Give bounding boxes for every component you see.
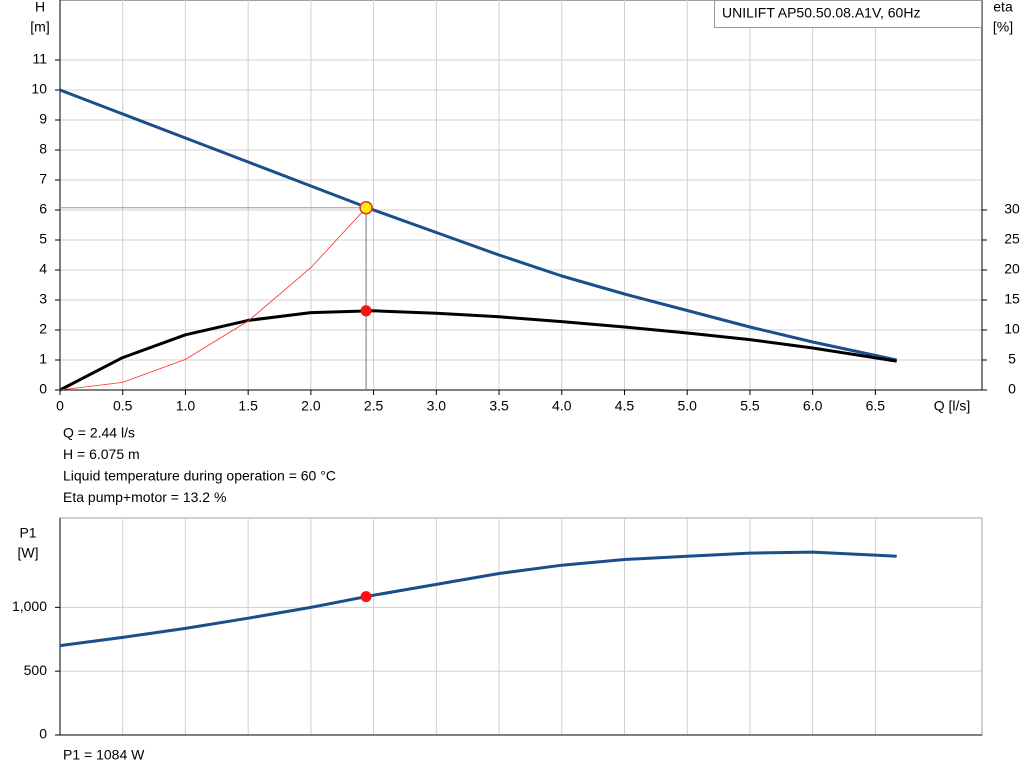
y-tick-label: 10 — [31, 81, 47, 97]
x-tick-label: 1.5 — [238, 398, 258, 414]
chart-title: UNILIFT AP50.50.08.A1V, 60Hz — [722, 5, 920, 21]
y-tick-label: 2 — [39, 321, 47, 337]
x-tick-label: 2.0 — [301, 398, 321, 414]
x-tick-label: 5.5 — [740, 398, 760, 414]
y-tick-label: 0 — [39, 726, 47, 742]
y2-tick-label: 5 — [1008, 351, 1016, 367]
y-tick-label: 4 — [39, 261, 47, 277]
x-tick-label: 3.0 — [427, 398, 447, 414]
x-tick-label: 4.5 — [615, 398, 635, 414]
annotation: Eta pump+motor = 13.2 % — [63, 489, 226, 505]
y-tick-label: 11 — [32, 51, 47, 67]
x-tick-label: 0 — [56, 398, 64, 414]
x-tick-label: 4.0 — [552, 398, 572, 414]
title-box — [714, 0, 982, 28]
y-axis-label: H — [35, 0, 45, 15]
y2-tick-label: 10 — [1004, 321, 1020, 337]
operating-point — [360, 591, 372, 603]
y2-tick-label: 20 — [1004, 261, 1020, 277]
y-tick-label: 6 — [39, 201, 47, 217]
x-tick-label: 3.5 — [489, 398, 509, 414]
y-tick-label: 500 — [24, 662, 48, 678]
curve — [59, 550, 897, 648]
x-tick-label: 6.5 — [866, 398, 886, 414]
annotation: H = 6.075 m — [63, 446, 140, 462]
x-tick-label: 5.0 — [677, 398, 697, 414]
operating-point — [359, 201, 373, 215]
y-tick-label: 0 — [39, 381, 47, 397]
plot-frame — [59, 0, 983, 391]
y-tick-label: 1,000 — [12, 598, 47, 614]
y2-tick-label: 15 — [1004, 291, 1020, 307]
y2-axis-label: [%] — [993, 19, 1013, 35]
y2-axis-label: eta — [993, 0, 1013, 15]
x-tick-label: 2.5 — [364, 398, 384, 414]
annotation: Liquid temperature during operation = 60… — [63, 468, 336, 484]
annotation: P1 = 1084 W — [63, 747, 145, 763]
y-tick-label: 1 — [39, 351, 47, 367]
x-tick-label: 1.0 — [176, 398, 196, 414]
y-tick-label: 7 — [39, 171, 47, 187]
curve — [59, 88, 898, 362]
y2-tick-label: 30 — [1004, 201, 1020, 217]
y-tick-label: 8 — [39, 141, 47, 157]
x-axis-label: Q [l/s] — [934, 398, 971, 414]
operating-point — [360, 305, 372, 317]
system-curve — [59, 207, 367, 391]
y2-tick-label: 25 — [1004, 231, 1020, 247]
y2-tick-label: 0 — [1008, 381, 1016, 397]
y-tick-label: 5 — [39, 231, 47, 247]
y-axis-label: [W] — [18, 545, 39, 561]
x-tick-label: 6.0 — [803, 398, 823, 414]
annotation: Q = 2.44 l/s — [63, 425, 135, 441]
x-tick-label: 0.5 — [113, 398, 133, 414]
curve — [59, 309, 897, 392]
y-axis-label: [m] — [30, 19, 49, 35]
y-tick-label: 3 — [39, 291, 47, 307]
y-axis-label: P1 — [19, 525, 36, 541]
y-tick-label: 9 — [39, 111, 47, 127]
